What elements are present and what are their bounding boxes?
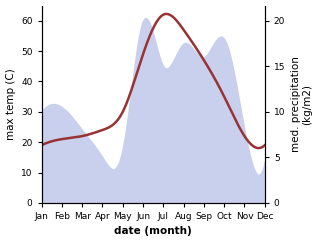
X-axis label: date (month): date (month) xyxy=(114,227,192,236)
Y-axis label: med. precipitation
(kg/m2): med. precipitation (kg/m2) xyxy=(291,56,313,152)
Y-axis label: max temp (C): max temp (C) xyxy=(5,68,16,140)
